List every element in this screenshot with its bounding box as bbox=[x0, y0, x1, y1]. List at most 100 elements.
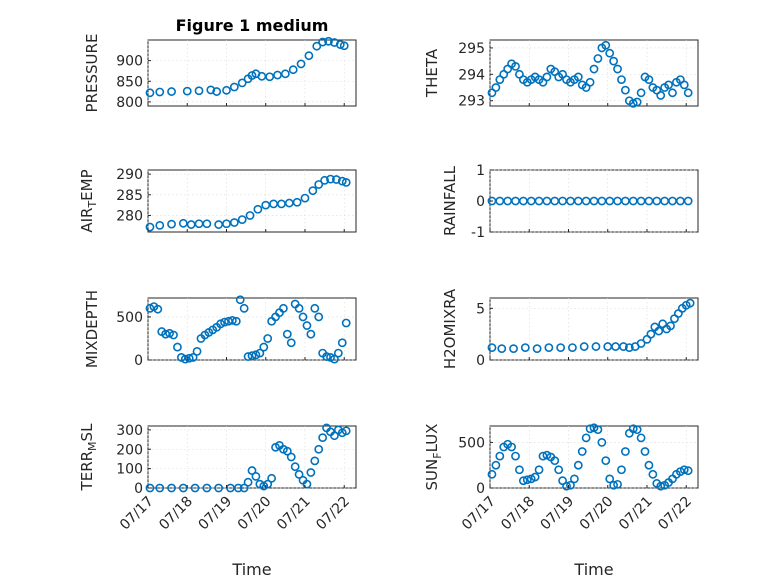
data-point bbox=[509, 344, 518, 354]
data-point bbox=[554, 465, 564, 475]
data-point bbox=[253, 204, 263, 214]
y-tick-label: 200 bbox=[116, 442, 143, 458]
data-point bbox=[624, 343, 634, 352]
data-point bbox=[550, 456, 560, 466]
data-point bbox=[613, 64, 622, 74]
data-point bbox=[306, 329, 316, 339]
points-layer bbox=[487, 196, 693, 206]
grid-layer bbox=[489, 40, 698, 106]
data-point bbox=[194, 86, 204, 96]
data-point bbox=[237, 78, 247, 88]
data-point bbox=[233, 483, 243, 493]
y-axis-label: SUNFLUX bbox=[423, 424, 444, 491]
data-point bbox=[322, 352, 331, 361]
data-point bbox=[532, 344, 542, 354]
data-point bbox=[636, 339, 646, 348]
data-point bbox=[511, 451, 520, 461]
data-point bbox=[310, 456, 320, 466]
data-point bbox=[656, 91, 666, 100]
y-tick-label: 5 bbox=[476, 301, 485, 317]
data-point bbox=[155, 483, 165, 493]
panel-rainfall: -1 0 1 RAINFALL bbox=[441, 163, 699, 241]
data-point bbox=[654, 326, 664, 336]
points-layer bbox=[487, 40, 693, 108]
y-tick-label: 300 bbox=[116, 423, 143, 439]
data-point bbox=[605, 474, 615, 484]
data-point bbox=[259, 342, 269, 352]
data-point bbox=[298, 312, 308, 322]
data-point bbox=[282, 446, 292, 456]
data-point bbox=[632, 425, 642, 435]
data-point bbox=[601, 40, 611, 50]
data-point bbox=[613, 479, 622, 489]
data-point bbox=[566, 480, 575, 490]
data-point bbox=[308, 186, 318, 196]
axes-frame bbox=[489, 297, 699, 361]
xticks-layer bbox=[489, 357, 687, 360]
x-axis-label: Time bbox=[573, 560, 613, 579]
data-point bbox=[648, 469, 658, 479]
data-point bbox=[265, 72, 275, 82]
data-point bbox=[243, 477, 253, 487]
data-point bbox=[282, 329, 292, 339]
data-point bbox=[167, 483, 176, 493]
data-point bbox=[569, 474, 579, 484]
data-point bbox=[155, 220, 165, 230]
data-point bbox=[206, 85, 216, 95]
data-point bbox=[333, 348, 343, 358]
points-layer bbox=[145, 36, 349, 98]
data-point bbox=[280, 69, 290, 79]
points-layer bbox=[487, 298, 695, 354]
data-point bbox=[231, 316, 241, 326]
xticks-layer bbox=[147, 103, 345, 106]
data-point bbox=[601, 456, 611, 466]
y-tick-label: -1 bbox=[471, 225, 485, 241]
data-point bbox=[320, 175, 330, 185]
y-axis-label: THETA bbox=[423, 48, 441, 98]
data-point bbox=[292, 197, 302, 207]
data-point bbox=[331, 175, 341, 184]
data-point bbox=[620, 447, 630, 456]
data-point bbox=[245, 211, 255, 220]
data-point bbox=[597, 438, 607, 447]
panel-pressure: 800 850 900 Figure 1 medium PRESSURE bbox=[83, 16, 357, 112]
data-point bbox=[593, 425, 603, 435]
data-point bbox=[656, 481, 666, 491]
data-point bbox=[314, 180, 324, 189]
grid-layer bbox=[147, 40, 356, 106]
data-point bbox=[620, 85, 630, 95]
data-point bbox=[589, 64, 599, 74]
y-tick-label: 850 bbox=[116, 74, 143, 90]
data-point bbox=[145, 483, 155, 493]
yticks-layer: -1 0 1 bbox=[471, 163, 493, 241]
xticks-layer bbox=[147, 357, 345, 360]
data-point bbox=[640, 447, 650, 456]
data-point bbox=[581, 433, 591, 443]
data-point bbox=[326, 174, 335, 184]
panel-air-temp: 280 285 290 AIRTEMP bbox=[78, 167, 357, 233]
data-point bbox=[318, 37, 328, 47]
data-point bbox=[664, 80, 673, 90]
data-point bbox=[679, 80, 689, 90]
data-point bbox=[522, 475, 532, 485]
data-point bbox=[491, 460, 501, 470]
data-point bbox=[167, 219, 176, 229]
data-point bbox=[636, 88, 646, 98]
data-point bbox=[330, 431, 339, 441]
data-point bbox=[324, 36, 333, 46]
data-point bbox=[155, 87, 165, 97]
data-point bbox=[239, 303, 249, 313]
data-point bbox=[632, 97, 642, 107]
data-point bbox=[341, 318, 351, 328]
data-point bbox=[511, 62, 520, 71]
data-point bbox=[636, 433, 646, 443]
data-point bbox=[542, 72, 552, 82]
y-axis-label: AIRTEMP bbox=[78, 169, 99, 232]
data-point bbox=[212, 87, 222, 96]
data-point bbox=[304, 51, 314, 61]
y-tick-label: 900 bbox=[116, 54, 143, 70]
data-point bbox=[251, 471, 261, 481]
y-tick-label: 500 bbox=[458, 435, 485, 451]
data-point bbox=[222, 219, 231, 229]
points-layer bbox=[145, 423, 351, 493]
